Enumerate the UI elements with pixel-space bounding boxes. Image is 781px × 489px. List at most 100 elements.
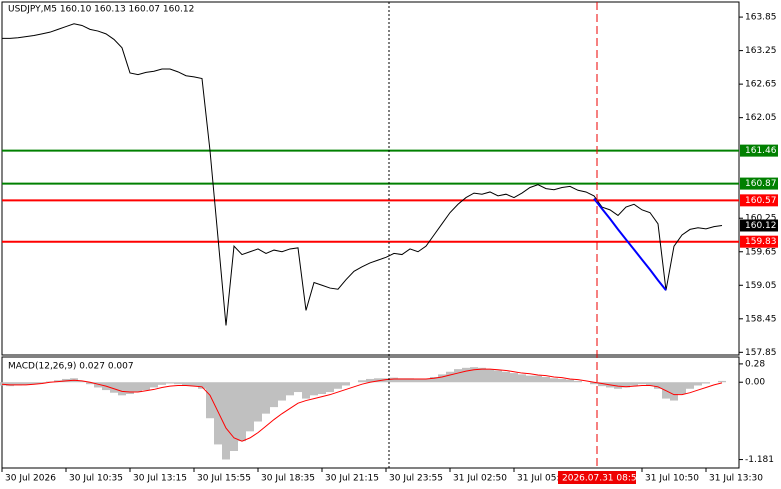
histogram-bar bbox=[494, 370, 502, 383]
histogram-bar bbox=[158, 382, 166, 385]
y-tick-label: 162.05 bbox=[745, 113, 777, 123]
histogram-bar bbox=[214, 382, 222, 445]
histogram-bar bbox=[478, 367, 486, 383]
level-label-box bbox=[740, 144, 778, 157]
histogram-bar bbox=[686, 382, 694, 389]
histogram-bar bbox=[318, 382, 326, 395]
histogram-bar bbox=[190, 382, 198, 387]
histogram-bar bbox=[246, 382, 254, 432]
histogram-bar bbox=[390, 377, 398, 383]
histogram-bar bbox=[118, 382, 126, 396]
histogram-bar bbox=[718, 380, 726, 383]
histogram-bar bbox=[534, 375, 542, 383]
histogram-bar bbox=[702, 382, 710, 384]
histogram-bar bbox=[598, 382, 606, 387]
level-label: 160.57 bbox=[745, 196, 777, 206]
histogram-bar bbox=[502, 371, 510, 383]
series-line bbox=[2, 23, 723, 326]
x-tick-label: 30 Jul 15:55 bbox=[197, 474, 251, 484]
histogram-bar bbox=[414, 378, 422, 383]
x-tick-label: 31 Jul 10:50 bbox=[645, 474, 699, 484]
histogram-bar bbox=[238, 382, 246, 442]
histogram-bar bbox=[550, 378, 558, 383]
histogram-bar bbox=[126, 382, 134, 395]
y-tick-label: 157.85 bbox=[745, 348, 777, 358]
last-price-label: 160.12 bbox=[745, 221, 777, 231]
histogram-bar bbox=[486, 369, 494, 383]
histogram-bar bbox=[366, 378, 374, 383]
histogram-bar bbox=[294, 382, 302, 393]
histogram-bar bbox=[142, 382, 150, 391]
level-label-box bbox=[740, 194, 778, 207]
histogram-bar bbox=[342, 382, 350, 386]
histogram-bar bbox=[630, 382, 638, 386]
y-tick-label: 159.65 bbox=[745, 247, 777, 257]
histogram-bar bbox=[526, 375, 534, 383]
y-tick-label: 0.28 bbox=[745, 359, 765, 369]
macd-title: MACD(12,26,9) 0.027 0.007 bbox=[8, 362, 134, 372]
y-tick-label: -1.181 bbox=[745, 455, 774, 465]
histogram-bar bbox=[446, 371, 454, 383]
histogram-bar bbox=[174, 382, 182, 385]
x-tick-label: 30 Jul 18:35 bbox=[261, 474, 315, 484]
last-price-box bbox=[740, 219, 778, 232]
histogram-bar bbox=[198, 382, 206, 389]
histogram-bar bbox=[590, 382, 598, 385]
x-tick-label: 31 Jul 05:30 bbox=[517, 474, 571, 484]
histogram-bar bbox=[470, 367, 478, 383]
level-label-box bbox=[740, 235, 778, 248]
histogram-bar bbox=[94, 382, 102, 388]
y-tick-label: 160.25 bbox=[745, 214, 777, 224]
histogram-bar bbox=[574, 380, 582, 383]
histogram-bar bbox=[302, 382, 310, 399]
histogram-bar bbox=[6, 382, 14, 387]
histogram-bar bbox=[678, 382, 686, 395]
x-tick-label: 30 Jul 10:35 bbox=[69, 474, 123, 484]
x-tick-label: 31 Jul 13:30 bbox=[709, 474, 763, 484]
histogram-bar bbox=[254, 382, 262, 422]
histogram-bar bbox=[86, 382, 94, 385]
histogram-bar bbox=[262, 382, 270, 414]
series-line bbox=[593, 198, 667, 291]
histogram-bar bbox=[326, 382, 334, 393]
histogram-bar bbox=[430, 376, 438, 383]
histogram-bar bbox=[382, 378, 390, 383]
histogram-bar bbox=[78, 380, 86, 383]
x-tick-label: 30 Jul 23:55 bbox=[389, 474, 443, 484]
x-tick-label: 30 Jul 2026 bbox=[5, 474, 56, 484]
cursor-label: 2026.07.31 08:55 bbox=[562, 474, 642, 484]
y-tick-label: 162.65 bbox=[745, 80, 777, 90]
level-label: 161.46 bbox=[745, 146, 777, 156]
x-tick-label: 31 Jul 02:50 bbox=[453, 474, 507, 484]
histogram-bar bbox=[166, 382, 174, 384]
level-label: 160.87 bbox=[745, 179, 777, 189]
y-tick-label: 0.00 bbox=[745, 378, 765, 388]
histogram-bar bbox=[510, 373, 518, 383]
histogram-bar bbox=[438, 374, 446, 383]
histogram-bar bbox=[358, 380, 366, 383]
level-label: 159.83 bbox=[745, 237, 777, 247]
histogram-bar bbox=[38, 382, 46, 384]
histogram-bar bbox=[270, 382, 278, 408]
histogram-bar bbox=[222, 382, 230, 460]
histogram-bar bbox=[150, 382, 158, 388]
histogram-bar bbox=[614, 382, 622, 389]
macd-frame bbox=[1, 356, 740, 469]
y-tick-label: 163.25 bbox=[745, 46, 777, 56]
histogram-bar bbox=[206, 382, 214, 419]
histogram-bar bbox=[406, 378, 414, 383]
histogram-bar bbox=[374, 378, 382, 383]
x-tick-label: 30 Jul 13:15 bbox=[133, 474, 187, 484]
histogram-bar bbox=[558, 378, 566, 383]
y-tick-label: 159.05 bbox=[745, 281, 777, 291]
histogram-bar bbox=[14, 382, 22, 386]
histogram-bar bbox=[134, 382, 142, 393]
histogram-bar bbox=[670, 382, 678, 401]
y-tick-label: 163.85 bbox=[745, 13, 777, 23]
histogram-bar bbox=[542, 376, 550, 383]
histogram-bar bbox=[22, 382, 30, 385]
histogram-bar bbox=[110, 382, 118, 393]
histogram-bar bbox=[30, 382, 38, 385]
histogram-bar bbox=[286, 382, 294, 396]
